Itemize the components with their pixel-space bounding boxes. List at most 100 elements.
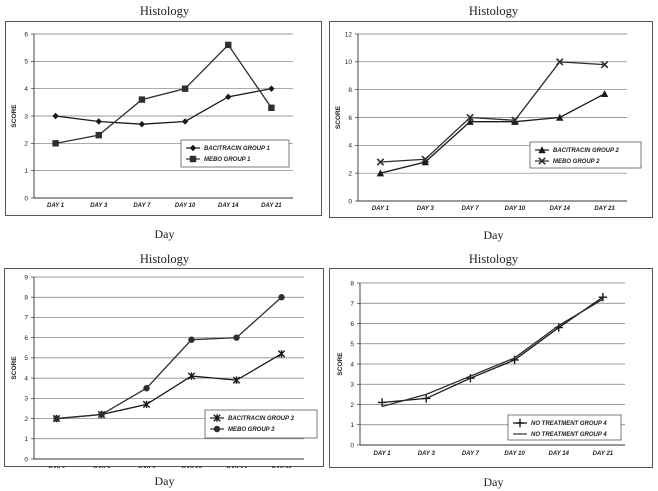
x-axis-label: Day [483,228,504,242]
x-marker [511,116,519,125]
chart-panel-1: Histology 0 1 2 3 4 5 6 DAY 1 DAY 3 DAY 7 DAY 10 DA… [0,0,329,246]
legend: BACITRACIN GROUP 3 MEBO GROUP 3 [204,409,318,439]
legend-box [180,139,290,168]
y-tick-label: 3 [350,382,354,389]
series-2 [53,294,285,422]
circle-marker [278,294,285,301]
y-tick-label: 4 [24,375,28,382]
x-tick-label: DAY 14 [226,467,247,468]
diamond-marker [225,93,232,101]
chart-panel-4: Histology 0 1 2 3 4 5 6 7 8 DAY 1 DAY 3 DAY 7 DAY 10… [329,250,658,491]
y-tick-label: 8 [348,87,352,94]
series-1 [377,292,608,407]
line-chart: 0 1 2 3 4 5 6 DAY 1 DAY 3 DAY 7 DAY 10 DAY 14 DAY 21… [11,31,293,209]
legend-box [507,414,622,441]
plus-marker [377,398,387,407]
legend-label: NO TREATMENT GROUP 4 [531,421,607,427]
y-tick-label: 12 [345,31,353,38]
x-tick-label: DAY 7 [462,451,480,457]
chart-title: Histology [468,252,519,266]
diamond-marker [189,144,197,152]
x-marker [555,58,564,66]
y-tick-label: 1 [350,422,354,429]
chart-title: Histology [468,4,519,18]
x-tick-label: DAY 10 [504,451,525,457]
x-tick-label: DAY 14 [549,451,570,457]
square-marker [225,41,232,49]
y-tick-label: 0 [24,195,28,202]
y-tick-label: 2 [350,402,354,409]
plot-area: 0 1 2 3 4 5 6 7 8 9 DAY 1 DAY 3 DAY 7 DAY 10 DAY 14 DAY… [4,268,324,468]
legend-box [204,409,318,439]
series-line [380,61,605,163]
y-tick-label: 1 [24,436,28,443]
triangle-marker [376,169,385,177]
plus-marker [515,418,525,428]
circle-marker [213,425,221,433]
y-tick-label: 7 [24,315,28,322]
asterisk-marker [277,350,286,358]
y-tick-label: 4 [348,143,352,150]
y-tick-label: 6 [348,115,352,122]
y-tick-label: 3 [24,396,28,403]
square-marker [138,96,146,103]
x-marker [600,60,609,69]
legend-label: NO TREATMENT GROUP 4 [531,432,607,438]
y-tick-label: 8 [350,280,354,287]
chart-panel-3: Histology 0 1 2 3 4 5 6 7 8 9 DAY 1 DAY 3 DAY 7 DAY 1… [0,250,329,491]
line-chart: 0 1 2 3 4 5 6 7 8 DAY 1 DAY 3 DAY 7 DAY 10 DAY 14 DAY … [337,280,625,457]
legend-label: BACITRACIN GROUP 2 [553,148,619,154]
triangle-marker [600,90,609,98]
series-2 [381,298,604,408]
series-line [381,298,604,408]
x-axis-label: Day [154,227,175,241]
x-tick-label: DAY 1 [372,206,390,212]
triangle-marker [538,146,546,154]
series-line [382,296,604,404]
asterisk-marker [142,400,151,409]
legend-label: MEBO GROUP 2 [553,159,600,165]
y-tick-label: 2 [24,416,28,423]
x-tick-label: DAY 7 [133,203,151,209]
triangle-marker [556,113,564,121]
circle-marker [53,415,60,422]
y-tick-label: 2 [24,141,28,148]
y-axis-label: SCORE [335,105,342,129]
x-axis-label: Day [483,475,504,489]
x-tick-label: DAY 1 [48,467,66,468]
y-tick-label: 5 [24,59,28,66]
diamond-marker [138,121,146,128]
y-tick-label: 7 [350,301,354,308]
chart-title: Histology [139,4,190,18]
legend-label: MEBO GROUP 1 [204,157,251,163]
asterisk-marker [232,376,241,384]
x-tick-label: DAY 3 [418,451,436,457]
circle-marker [233,334,240,341]
square-marker [181,85,189,92]
y-tick-label: 5 [350,341,354,348]
square-marker [189,155,197,163]
x-tick-label: DAY 10 [175,203,196,209]
square-marker [52,140,59,147]
y-tick-label: 5 [24,355,28,362]
chart-title: Histology [139,252,190,266]
y-tick-label: 8 [24,295,28,302]
y-tick-label: 1 [24,168,28,175]
chart-panel-2: Histology 0 2 4 6 8 10 12 DAY 1 DAY 3 DAY 7 DAY 10… [329,0,658,246]
y-tick-label: 9 [24,274,28,281]
diamond-marker [181,118,189,125]
asterisk-marker [187,372,196,380]
x-tick-label: DAY 21 [261,203,282,209]
triangle-marker [421,158,429,166]
circle-marker [143,385,150,392]
series-1 [52,85,275,128]
x-marker [466,113,474,122]
x-tick-label: DAY 7 [462,206,480,212]
y-tick-label: 6 [24,31,28,38]
x-tick-label: DAY 7 [138,467,156,468]
series-2 [376,58,609,166]
legend-label: BACITRACIN GROUP 1 [204,146,270,152]
x-tick-label: DAY 10 [505,206,526,212]
legend: BACITRACIN GROUP 2 MEBO GROUP 2 [529,141,642,169]
diamond-marker [52,112,59,120]
